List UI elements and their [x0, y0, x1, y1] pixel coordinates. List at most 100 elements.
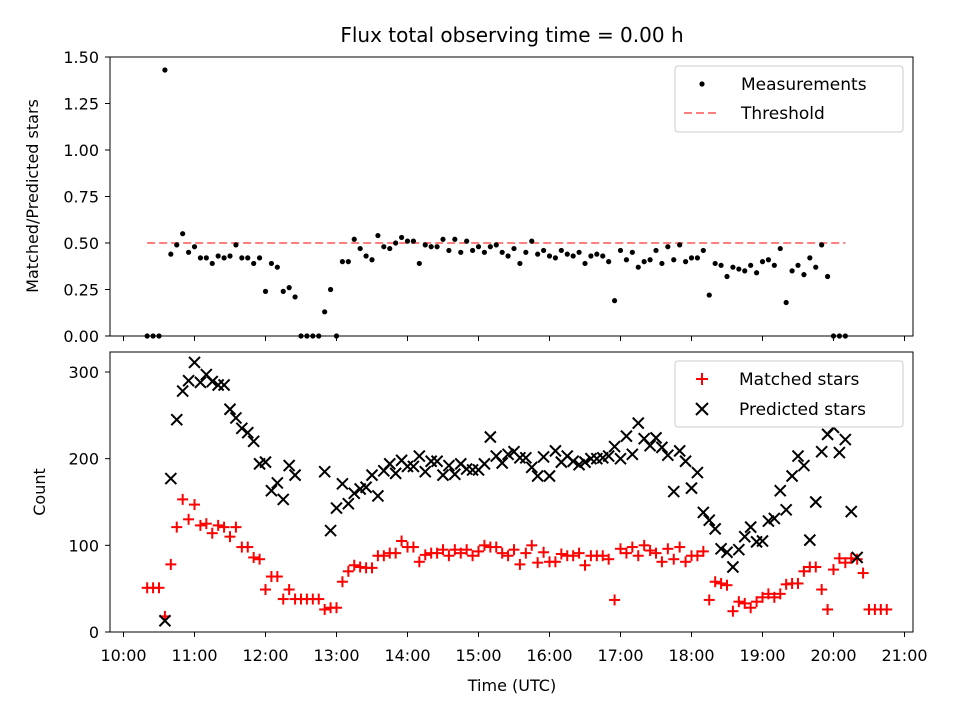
measurement-point	[682, 259, 689, 265]
matched-star-point	[644, 545, 656, 557]
predicted-star-point	[324, 524, 337, 537]
predicted-star-point	[217, 378, 231, 392]
predicted-star-point	[430, 455, 444, 468]
measurement-point	[381, 244, 387, 250]
measurement-point	[629, 249, 635, 255]
predicted-star-point	[419, 465, 432, 478]
matched-star-point	[650, 547, 662, 559]
predicted-star-point	[448, 468, 462, 481]
measurement-point	[588, 253, 594, 259]
bottom-y-axis-label: Count	[30, 468, 49, 516]
x-tick-label: 21:00	[881, 646, 927, 665]
measurement-point	[351, 236, 357, 242]
legend-measurements-marker	[699, 81, 705, 87]
matched-star-point	[407, 541, 419, 553]
top-legend-box	[674, 65, 904, 133]
top-y-tick-label: 0.50	[63, 234, 99, 253]
measurement-point	[369, 257, 375, 263]
matched-star-point	[218, 521, 230, 533]
measurement-point	[617, 247, 624, 254]
predicted-star-point	[206, 375, 219, 388]
measurement-point	[452, 236, 458, 242]
matched-star-point	[200, 518, 212, 530]
measurement-point	[185, 249, 192, 255]
predicted-star-point	[442, 459, 456, 472]
bottom-plot-area	[141, 356, 893, 627]
predicted-star-point	[626, 448, 639, 461]
matched-star-point	[419, 549, 431, 561]
matched-star-point	[828, 564, 839, 576]
matched-star-point	[171, 521, 183, 533]
predicted-star-point	[655, 441, 669, 454]
measurement-point	[552, 255, 559, 261]
top-y-axis-label: Matched/Predicted stars	[23, 99, 42, 293]
top-plot-area	[144, 67, 848, 339]
matched-star-point	[691, 550, 703, 562]
matched-star-point	[615, 543, 626, 555]
matched-star-point	[762, 588, 774, 600]
matched-star-point	[774, 588, 786, 600]
matched-star-point	[177, 493, 189, 505]
predicted-star-point	[850, 551, 864, 564]
x-tick-label: 10:00	[100, 646, 146, 665]
measurement-point	[671, 257, 677, 263]
matched-star-point	[212, 519, 224, 531]
predicted-star-point	[495, 456, 509, 470]
measurement-point	[611, 298, 618, 304]
predicted-star-point	[271, 476, 284, 490]
matched-star-point	[851, 553, 863, 565]
measurement-point	[635, 264, 641, 270]
matched-star-point	[532, 557, 544, 569]
matched-star-point	[183, 513, 195, 525]
predicted-star-point	[348, 487, 361, 500]
measurement-point	[345, 259, 351, 265]
matched-star-point	[757, 591, 768, 603]
predicted-star-point	[779, 503, 793, 517]
measurement-point	[540, 247, 547, 254]
matched-star-point	[189, 499, 200, 511]
matched-star-point	[283, 584, 295, 596]
predicted-star-point	[436, 468, 450, 482]
matched-star-point	[461, 544, 473, 556]
measurement-point	[665, 244, 671, 250]
matched-star-point	[277, 593, 289, 605]
matched-star-point	[378, 550, 390, 562]
top-legend: Measurements Threshold	[674, 65, 904, 133]
top-y-tick-label: 1.00	[63, 141, 99, 160]
predicted-star-point	[365, 468, 379, 482]
predicted-star-point	[809, 495, 822, 509]
predicted-star-point	[182, 374, 195, 387]
measurement-point	[824, 273, 831, 280]
matched-star-point	[248, 551, 260, 563]
matched-star-point	[490, 541, 502, 553]
predicted-star-point	[525, 461, 538, 474]
predicted-star-point	[785, 469, 799, 483]
predicted-star-point	[211, 378, 225, 392]
predicted-star-point	[223, 403, 237, 416]
predicted-star-point	[288, 468, 302, 482]
matched-star-point	[242, 541, 254, 553]
matched-star-point	[626, 541, 638, 553]
axes-ticks: 0.00 0.25 0.50 0.75 1.00 1.25 1.50 0 100 200 300 10…	[63, 48, 927, 665]
measurement-point	[458, 249, 464, 255]
measurement-point	[594, 251, 600, 257]
measurement-point	[410, 238, 417, 244]
predicted-star-point	[241, 426, 254, 439]
matched-star-point	[768, 591, 780, 603]
measurement-point	[748, 262, 754, 268]
matched-star-point	[538, 546, 550, 558]
measurement-point	[262, 288, 269, 294]
predicted-star-point	[791, 449, 805, 463]
measurement-point	[582, 260, 588, 267]
bottom-y-tick-label: 200	[68, 450, 99, 469]
measurement-point	[487, 244, 493, 250]
predicted-star-point	[371, 489, 385, 503]
predicted-star-point	[685, 481, 698, 495]
matched-star-point	[390, 547, 402, 559]
matched-star-point	[260, 584, 271, 596]
x-axis-label: Time (UTC)	[467, 676, 556, 695]
measurement-point	[493, 242, 499, 248]
predicted-star-point	[549, 444, 562, 458]
measurement-point	[700, 247, 706, 254]
measurement-point	[694, 255, 701, 261]
